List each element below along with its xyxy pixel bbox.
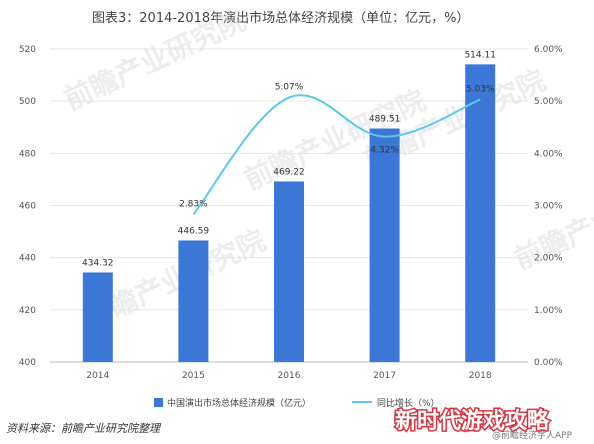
y2-tick-label: 5.00% [534,97,563,107]
y-axis-left: 400 420 440 460 480 500 520 [19,45,36,368]
y-tick-label: 420 [19,306,36,316]
bar [274,181,304,362]
bar-data-label: 434.32 [82,258,114,268]
line-data-label: 2.83% [179,199,208,209]
source-note: 资料来源：前瞻产业研究院整理 [6,422,162,435]
corner-credit: @前瞻经济学人APP [492,429,573,441]
legend: 中国演出市场总体经济规模（亿元） 同比增长（%） [154,397,440,409]
bar-data-label: 489.51 [369,115,401,125]
bar-labels: 434.32 446.59 469.22 489.51 514.11 [82,50,496,268]
bar [465,64,496,362]
y2-tick-label: 0.00% [534,358,563,368]
x-tick-label: 2016 [278,371,301,381]
chart-title: 图表3：2014-2018年演出市场总体经济规模（单位：亿元，%） [92,10,469,26]
line-data-label: 5.07% [275,83,304,93]
bar-data-label: 469.22 [273,167,305,177]
x-tick-label: 2014 [86,371,109,381]
legend-line-label: 同比增长（%） [377,397,440,409]
line-labels: 2.83% 5.07% 4.32% 5.03% [179,83,495,210]
line-data-label: 5.03% [466,85,495,95]
line-data-label: 4.32% [370,146,399,156]
growth-line [192,94,481,216]
y-tick-label: 520 [19,45,36,55]
y-tick-label: 400 [19,358,36,368]
bar [369,128,400,362]
brand-overlay: 新时代游戏攻略 [395,408,550,434]
y-tick-label: 440 [19,254,36,264]
x-axis: 2014 2015 2016 2017 2018 [86,371,492,381]
y-tick-label: 460 [19,202,36,212]
x-tick-label: 2018 [469,371,492,381]
line-series [192,94,481,216]
y-tick-label: 480 [19,149,36,159]
y2-tick-label: 4.00% [534,149,563,159]
y2-tick-label: 6.00% [534,45,563,55]
bar-series [82,64,496,362]
bar [82,272,113,362]
bar-data-label: 446.59 [178,226,210,236]
x-tick-label: 2017 [373,371,396,381]
y2-tick-label: 1.00% [534,306,563,316]
y-tick-label: 500 [19,97,36,107]
y-axis-right: 0.00% 1.00% 2.00% 3.00% 4.00% 5.00% 6.00% [534,45,563,368]
y2-tick-label: 3.00% [534,202,563,212]
bar [178,240,209,362]
y2-tick-label: 2.00% [534,254,563,264]
bar-data-label: 514.11 [464,50,496,60]
legend-bar-label: 中国演出市场总体经济规模（亿元） [167,397,311,409]
x-tick-label: 2015 [182,371,205,381]
legend-bar-swatch [154,398,163,407]
